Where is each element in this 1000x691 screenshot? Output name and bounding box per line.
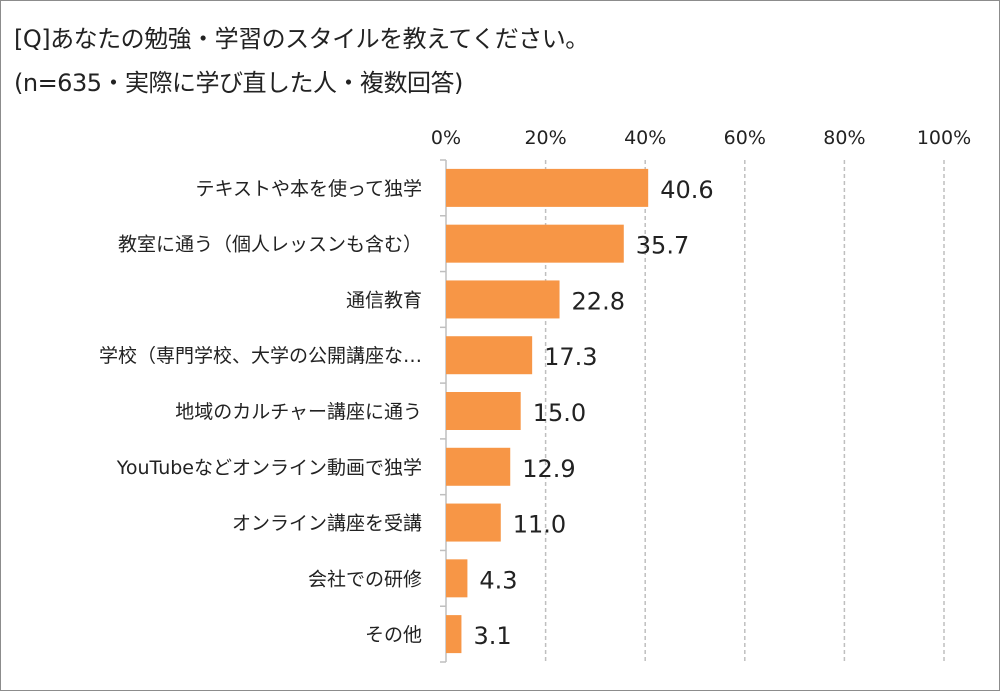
- x-tick-label: 60%: [724, 127, 766, 149]
- bar: [446, 280, 560, 319]
- category-label: 通信教育: [346, 289, 422, 311]
- x-tick-label: 100%: [917, 127, 971, 149]
- value-label: 40.6: [660, 176, 713, 204]
- bar: [446, 336, 533, 375]
- x-tick-label: 80%: [823, 127, 865, 149]
- value-labels: 40.6 35.7 22.8 17.3 15.0 12.9 11.0 4.3 3.1: [473, 176, 713, 650]
- chart-title: [Q]あなたの勉強・学習のスタイルを教えてください。: [14, 25, 589, 53]
- bars: [446, 168, 649, 654]
- bar: [446, 224, 624, 263]
- bar: [446, 447, 511, 486]
- x-tick-label: 20%: [524, 127, 566, 149]
- value-label: 15.0: [533, 399, 586, 427]
- value-label: 35.7: [636, 232, 689, 260]
- bar: [446, 392, 521, 430]
- x-tick-label: 0%: [431, 127, 461, 149]
- chart-subtitle: (n=635・実際に学び直した人・複数回答): [14, 69, 463, 97]
- value-label: 12.9: [522, 455, 575, 483]
- category-label: 教室に通う（個人レッスンも含む）: [118, 234, 422, 256]
- category-label: 会社での研修: [308, 568, 422, 590]
- category-label: 学校（専門学校、大学の公開講座な…: [99, 345, 422, 367]
- value-label: 17.3: [544, 343, 597, 371]
- category-label: その他: [365, 624, 422, 646]
- category-label: テキストや本を使って独学: [196, 178, 422, 200]
- value-label: 22.8: [572, 287, 625, 315]
- value-label: 4.3: [479, 566, 517, 594]
- category-label: 地域のカルチャー講座に通う: [175, 401, 422, 423]
- category-label: YouTubeなどオンライン動画で独学: [116, 457, 422, 479]
- bar: [446, 503, 501, 542]
- value-label: 3.1: [473, 622, 511, 650]
- bar: [446, 168, 649, 207]
- x-tick-label: 40%: [624, 127, 666, 149]
- bar: [446, 559, 468, 598]
- value-label: 11.0: [513, 511, 566, 539]
- category-label: オンライン講座を受講: [232, 513, 422, 535]
- bar: [446, 615, 462, 654]
